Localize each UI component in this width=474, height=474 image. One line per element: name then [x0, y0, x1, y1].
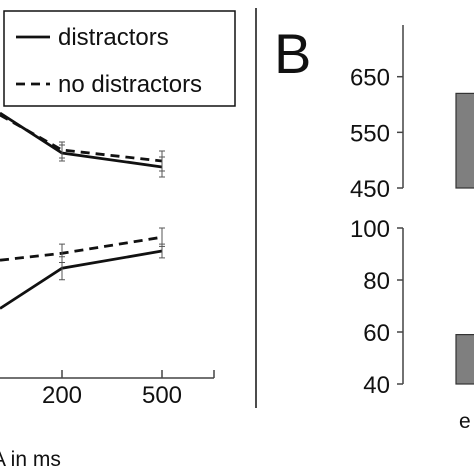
panel-b-upper-subplot: 450 550 650: [350, 25, 474, 203]
panel-a-x-tick-labels: 200 500: [42, 382, 182, 409]
panel-b-letter: B: [274, 22, 311, 85]
panel-b-y-tick-label: 40: [363, 372, 390, 399]
panel-a-line-chart: 200 500 A in ms distractors no distractor…: [0, 10, 236, 471]
panel-b-bar-upper: [455, 92, 474, 189]
panel-b-bar-lower: [455, 334, 474, 385]
panel-b-bar-chart: B 450 550 650 40 60 80 100 e: [274, 22, 474, 433]
panel-a-x-tick-label: 500: [142, 382, 182, 409]
panel-a-series: [0, 111, 165, 310]
panel-b-y-tick-label: 550: [350, 120, 390, 147]
panel-b-y-tick-label: 60: [363, 320, 390, 347]
panel-a-x-ticks: [61, 370, 215, 378]
legend: distractors no distractors: [3, 10, 236, 107]
series-line-no-distractors-upper: [0, 113, 163, 163]
panel-b-y-tick-label: 100: [350, 216, 390, 243]
legend-label-distractors: distractors: [58, 24, 169, 51]
panel-b-y-tick-label: 650: [350, 65, 390, 92]
error-bar: [159, 227, 165, 247]
error-bar: [59, 243, 65, 263]
panel-b-x-tick-label: e: [459, 410, 471, 433]
error-bar: [59, 141, 65, 159]
series-line-distractors-lower: [0, 249, 163, 310]
panel-a-x-tick-label: 200: [42, 382, 82, 409]
panel-a-x-axis-title: A in ms: [0, 448, 61, 471]
panel-b-y-tick-label: 450: [350, 176, 390, 203]
panel-b-y-tick-label: 80: [363, 268, 390, 295]
series-line-no-distractors-lower: [0, 235, 163, 262]
error-bar: [159, 150, 165, 172]
legend-box: [3, 10, 236, 107]
series-line-distractors-upper: [0, 111, 163, 169]
legend-label-no-distractors: no distractors: [58, 71, 202, 98]
panel-b-lower-subplot: 40 60 80 100: [350, 216, 474, 399]
